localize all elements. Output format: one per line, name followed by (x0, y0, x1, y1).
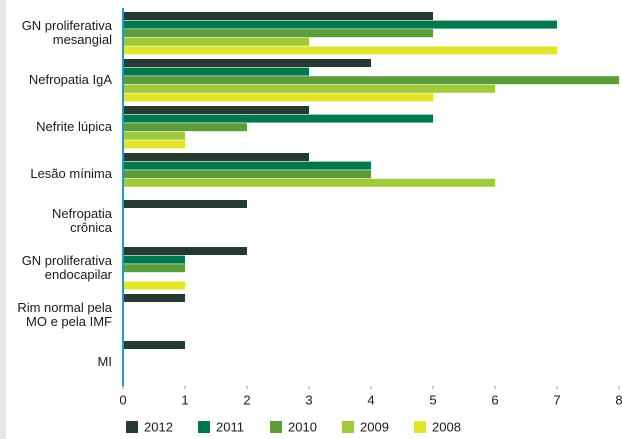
y-tick-label: crônica (70, 220, 113, 235)
x-tick-label: 4 (367, 392, 374, 407)
y-tick-label: Nefrite lúpica (36, 119, 113, 134)
legend-label: 2011 (216, 419, 244, 434)
bar (123, 255, 185, 264)
bar (123, 59, 371, 67)
bar (123, 20, 557, 29)
bar (123, 131, 185, 140)
bar (123, 67, 309, 76)
y-tick-label: Nefropatia (52, 206, 113, 221)
legend-swatch (198, 421, 210, 433)
bar (123, 12, 433, 20)
y-tick-label: MO e pela IMF (26, 314, 112, 329)
legend-swatch (126, 421, 138, 433)
side-strip (0, 0, 6, 439)
y-tick-label: GN proliferativa (22, 18, 113, 33)
bar (123, 294, 185, 302)
y-tick-label: GN proliferativa (22, 253, 113, 268)
x-tick-label: 0 (119, 392, 126, 407)
x-tick-label: 1 (181, 392, 188, 407)
y-tick-label: endocapilar (45, 267, 113, 282)
y-tick-label: Nefropatia IgA (29, 72, 112, 87)
x-tick-label: 8 (615, 392, 622, 407)
x-tick-label: 3 (305, 392, 312, 407)
x-tick-label: 6 (491, 392, 498, 407)
bar (123, 93, 433, 102)
bar (123, 247, 247, 255)
bar (123, 140, 185, 149)
legend-label: 2009 (360, 419, 389, 434)
x-tick-label: 2 (243, 392, 250, 407)
bar (123, 84, 495, 93)
bar (123, 114, 433, 123)
legend-swatch (414, 421, 426, 433)
bar (123, 46, 557, 55)
bar (123, 264, 185, 273)
bar (123, 76, 619, 85)
y-tick-label: MI (98, 354, 112, 369)
legend-swatch (342, 421, 354, 433)
y-tick-label: Lesão mínima (30, 166, 112, 181)
bar (123, 341, 185, 349)
bar (123, 37, 309, 46)
legend-label: 2008 (432, 419, 461, 434)
bar (123, 106, 309, 114)
bar (123, 170, 371, 179)
legend-swatch (270, 421, 282, 433)
x-tick-label: 7 (553, 392, 560, 407)
bar (123, 29, 433, 38)
y-tick-label: Rim normal pela (17, 300, 112, 315)
legend-label: 2010 (288, 419, 317, 434)
bar (123, 178, 495, 187)
bar (123, 200, 247, 208)
bar (123, 123, 247, 132)
bar (123, 281, 185, 290)
bar (123, 161, 371, 170)
y-tick-label: mesangial (53, 32, 112, 47)
legend-label: 2012 (144, 419, 173, 434)
x-tick-label: 5 (429, 392, 436, 407)
bar (123, 153, 309, 161)
